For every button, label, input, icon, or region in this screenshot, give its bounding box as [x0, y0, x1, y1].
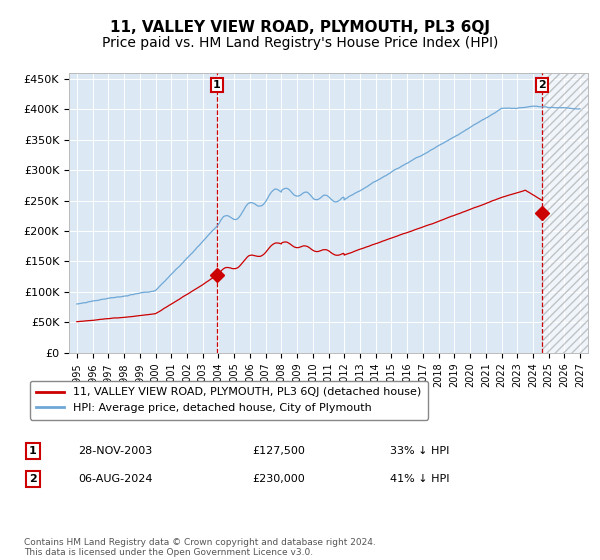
Bar — [542, 73, 596, 353]
Text: 1: 1 — [29, 446, 37, 456]
Text: 33% ↓ HPI: 33% ↓ HPI — [390, 446, 449, 456]
Text: £230,000: £230,000 — [252, 474, 305, 484]
Text: 11, VALLEY VIEW ROAD, PLYMOUTH, PL3 6QJ: 11, VALLEY VIEW ROAD, PLYMOUTH, PL3 6QJ — [110, 20, 490, 35]
Text: 06-AUG-2024: 06-AUG-2024 — [78, 474, 152, 484]
Legend: 11, VALLEY VIEW ROAD, PLYMOUTH, PL3 6QJ (detached house), HPI: Average price, de: 11, VALLEY VIEW ROAD, PLYMOUTH, PL3 6QJ … — [29, 381, 428, 419]
Text: Contains HM Land Registry data © Crown copyright and database right 2024.
This d: Contains HM Land Registry data © Crown c… — [24, 538, 376, 557]
Text: £127,500: £127,500 — [252, 446, 305, 456]
Text: 2: 2 — [538, 80, 546, 90]
Text: 28-NOV-2003: 28-NOV-2003 — [78, 446, 152, 456]
Text: 1: 1 — [213, 80, 221, 90]
Text: 2: 2 — [29, 474, 37, 484]
Text: Price paid vs. HM Land Registry's House Price Index (HPI): Price paid vs. HM Land Registry's House … — [102, 36, 498, 50]
Text: 41% ↓ HPI: 41% ↓ HPI — [390, 474, 449, 484]
